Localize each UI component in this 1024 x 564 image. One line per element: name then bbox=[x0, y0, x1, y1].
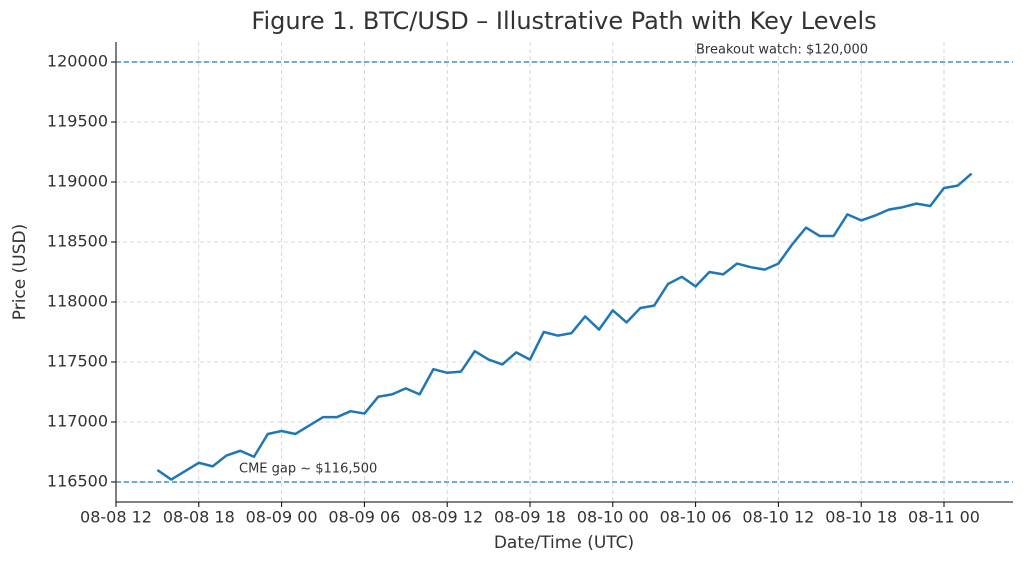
x-tick-label: 08-11 00 bbox=[908, 508, 980, 527]
y-tick-label: 117500 bbox=[47, 351, 108, 370]
y-tick-label: 120000 bbox=[47, 52, 108, 71]
annotation: Breakout watch: $120,000 bbox=[696, 43, 868, 58]
x-axis-label: Date/Time (UTC) bbox=[494, 533, 634, 553]
x-tick-label: 08-10 18 bbox=[825, 508, 897, 527]
x-tick-label: 08-08 18 bbox=[163, 508, 235, 527]
y-tick-label: 118500 bbox=[47, 232, 108, 251]
x-tick-label: 08-10 00 bbox=[577, 508, 649, 527]
y-tick-label: 118000 bbox=[47, 291, 108, 310]
y-tick-label: 119500 bbox=[47, 112, 108, 131]
x-tick-label: 08-09 18 bbox=[494, 508, 566, 527]
x-tick-label: 08-10 12 bbox=[742, 508, 814, 527]
x-tick-label: 08-09 06 bbox=[328, 508, 400, 527]
line bbox=[156, 172, 973, 481]
x-tick-label: 08-09 00 bbox=[246, 508, 318, 527]
y-axis-label: Price (USD) bbox=[10, 224, 30, 320]
y-tick-label: 119000 bbox=[47, 172, 108, 191]
annotation: CME gap ~ $116,500 bbox=[239, 461, 377, 476]
x-tick-label: 08-10 06 bbox=[660, 508, 732, 527]
y-tick-label: 116500 bbox=[47, 471, 108, 490]
x-tick-label: 08-09 12 bbox=[411, 508, 483, 527]
y-tick-label: 117000 bbox=[47, 411, 108, 430]
x-tick-label: 08-08 12 bbox=[80, 508, 152, 527]
chart-title: Figure 1. BTC/USD – Illustrative Path wi… bbox=[251, 7, 876, 35]
